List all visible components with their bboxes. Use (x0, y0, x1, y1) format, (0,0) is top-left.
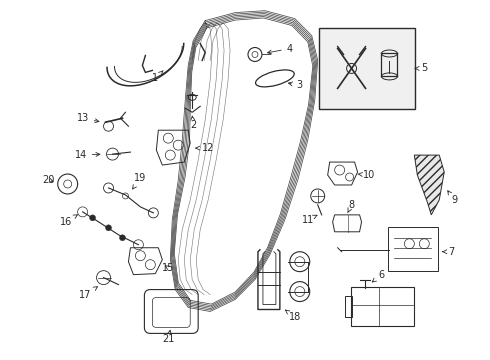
Text: 1: 1 (152, 71, 163, 84)
Text: 12: 12 (196, 143, 214, 153)
Text: 5: 5 (415, 63, 427, 73)
Text: 20: 20 (43, 175, 55, 185)
Text: 3: 3 (289, 80, 303, 90)
Circle shape (90, 215, 96, 221)
Text: 16: 16 (60, 215, 77, 227)
Text: 14: 14 (74, 150, 100, 160)
Text: 9: 9 (448, 191, 457, 205)
Text: 21: 21 (162, 330, 174, 345)
Circle shape (105, 225, 112, 231)
Text: 8: 8 (348, 200, 355, 213)
FancyBboxPatch shape (318, 28, 416, 109)
Text: 11: 11 (302, 215, 317, 225)
Text: 10: 10 (358, 170, 376, 180)
Text: 18: 18 (286, 310, 301, 323)
Text: 7: 7 (442, 247, 454, 257)
Text: 6: 6 (372, 270, 385, 282)
Text: 2: 2 (190, 116, 196, 130)
Text: 13: 13 (76, 113, 99, 123)
Text: 19: 19 (133, 173, 147, 189)
Text: 15: 15 (162, 263, 174, 273)
Text: 4: 4 (268, 44, 293, 54)
Polygon shape (415, 155, 444, 215)
Circle shape (120, 235, 125, 241)
Text: 17: 17 (79, 287, 98, 300)
